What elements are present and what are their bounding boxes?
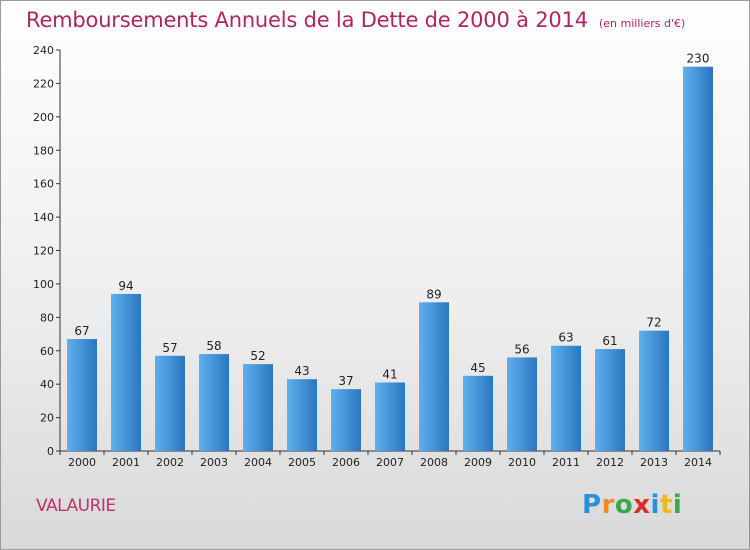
proxiti-logo: Proxiti xyxy=(582,490,682,520)
chart-header: Remboursements Annuels de la Dette de 20… xyxy=(26,8,685,32)
bar-value-label: 230 xyxy=(687,52,710,66)
commune-name: VALAURIE xyxy=(36,496,116,516)
bar-value-label: 63 xyxy=(558,331,573,345)
y-tick-label: 120 xyxy=(33,245,54,258)
x-tick-label: 2012 xyxy=(596,456,624,469)
bar-value-label: 41 xyxy=(382,367,397,381)
bar xyxy=(375,382,405,451)
chart-bars xyxy=(67,66,713,451)
x-tick-label: 2000 xyxy=(68,456,96,469)
x-tick-label: 2004 xyxy=(244,456,272,469)
x-tick-label: 2008 xyxy=(420,456,448,469)
y-tick-label: 240 xyxy=(33,44,54,57)
logo-letter: o xyxy=(614,490,634,520)
x-tick-label: 2011 xyxy=(552,456,580,469)
y-tick-label: 180 xyxy=(33,144,54,157)
bar-value-label: 45 xyxy=(470,361,485,375)
bar xyxy=(67,339,97,451)
logo-letter: P xyxy=(582,490,602,520)
bar-value-label: 57 xyxy=(162,341,177,355)
x-tick-label: 2013 xyxy=(640,456,668,469)
chart-subtitle: (en milliers d'€) xyxy=(599,17,686,30)
bar-value-label: 61 xyxy=(602,334,617,348)
y-tick-label: 60 xyxy=(40,345,54,358)
bar-value-label: 58 xyxy=(206,339,221,353)
y-tick-label: 40 xyxy=(40,378,54,391)
y-tick-label: 20 xyxy=(40,412,54,425)
y-tick-label: 200 xyxy=(33,111,54,124)
x-tick-label: 2010 xyxy=(508,456,536,469)
bar-value-label: 43 xyxy=(294,364,309,378)
bar xyxy=(683,66,713,451)
y-tick-label: 140 xyxy=(33,211,54,224)
bar-value-label: 37 xyxy=(338,374,353,388)
y-tick-label: 100 xyxy=(33,278,54,291)
chart-title: Remboursements Annuels de la Dette de 20… xyxy=(26,8,588,32)
bar xyxy=(507,357,537,451)
bar xyxy=(551,345,581,451)
bar xyxy=(419,302,449,451)
bar xyxy=(155,355,185,451)
y-tick-label: 160 xyxy=(33,178,54,191)
x-tick-label: 2001 xyxy=(112,456,140,469)
bar-value-label: 72 xyxy=(646,316,661,330)
logo-letter: t xyxy=(659,490,673,520)
bar xyxy=(595,349,625,451)
bar xyxy=(287,379,317,451)
x-tick-label: 2003 xyxy=(200,456,228,469)
logo-letter: x xyxy=(633,490,651,520)
bar-value-label: 56 xyxy=(514,342,529,356)
y-tick-label: 220 xyxy=(33,77,54,90)
bar-value-label: 94 xyxy=(118,279,133,293)
bar-value-label: 89 xyxy=(426,287,441,301)
bar xyxy=(463,375,493,451)
bar-value-label: 52 xyxy=(250,349,265,363)
x-tick-label: 2014 xyxy=(684,456,712,469)
chart-labels: 0 20 40 60 80 100 120 140 160 180 200 220 240 67 2000 9… xyxy=(33,44,712,469)
x-tick-label: 2007 xyxy=(376,456,404,469)
x-tick-label: 2002 xyxy=(156,456,184,469)
logo-letter: r xyxy=(601,490,615,520)
x-tick-label: 2006 xyxy=(332,456,360,469)
y-tick-label: 0 xyxy=(47,445,54,458)
bar-value-label: 67 xyxy=(74,324,89,338)
bar xyxy=(331,389,361,451)
bar xyxy=(111,293,141,451)
bar xyxy=(639,330,669,451)
bar xyxy=(199,354,229,451)
y-tick-label: 80 xyxy=(40,311,54,324)
x-tick-label: 2009 xyxy=(464,456,492,469)
logo-letter: i xyxy=(650,490,660,520)
logo-letter: i xyxy=(672,490,683,520)
x-tick-label: 2005 xyxy=(288,456,316,469)
bar xyxy=(243,364,273,451)
